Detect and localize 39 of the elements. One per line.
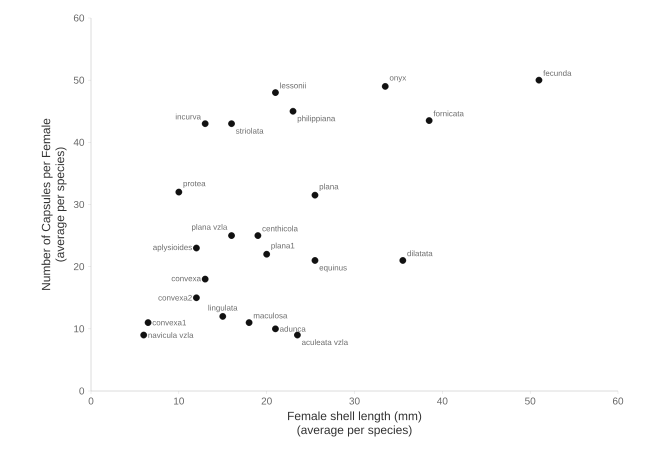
x-tick-label: 60 <box>612 398 624 405</box>
point <box>140 332 148 338</box>
point <box>272 325 279 332</box>
y-tick-label: 60 <box>74 14 84 22</box>
x-tick-label: 10 <box>174 398 184 405</box>
point <box>254 232 262 239</box>
y-tick-label: 30 <box>74 200 84 208</box>
x-tick-label: 20 <box>262 398 272 405</box>
point <box>290 108 296 115</box>
point <box>399 257 406 264</box>
x-axis-title: Female shell length (mm) (average per species) <box>288 411 422 436</box>
point <box>263 250 270 258</box>
x-tick-label: 0 <box>88 398 94 405</box>
point <box>193 244 200 252</box>
point <box>382 82 389 90</box>
x-tick-label: 40 <box>437 398 448 405</box>
point <box>426 117 433 124</box>
point <box>202 276 209 282</box>
y-tick-label: 50 <box>74 76 84 84</box>
point <box>246 319 252 326</box>
point <box>312 257 318 264</box>
y-tick-label: 0 <box>79 387 84 395</box>
x-tick-label: 30 <box>349 398 360 405</box>
y-tick-label: 20 <box>74 263 84 270</box>
y-axis-title: Number of Capsules per Female (average per species) <box>41 118 67 290</box>
point <box>294 332 301 338</box>
point <box>144 319 152 326</box>
point <box>228 120 235 128</box>
y-tick-label: 40 <box>74 138 84 146</box>
x-tick-label: 50 <box>525 398 536 405</box>
point <box>272 89 279 96</box>
point <box>175 188 182 196</box>
point <box>228 232 235 239</box>
point <box>202 120 209 128</box>
point <box>193 294 200 302</box>
y-tick-label: 10 <box>74 325 84 332</box>
point <box>219 313 226 320</box>
point <box>312 192 318 199</box>
point <box>536 76 542 84</box>
